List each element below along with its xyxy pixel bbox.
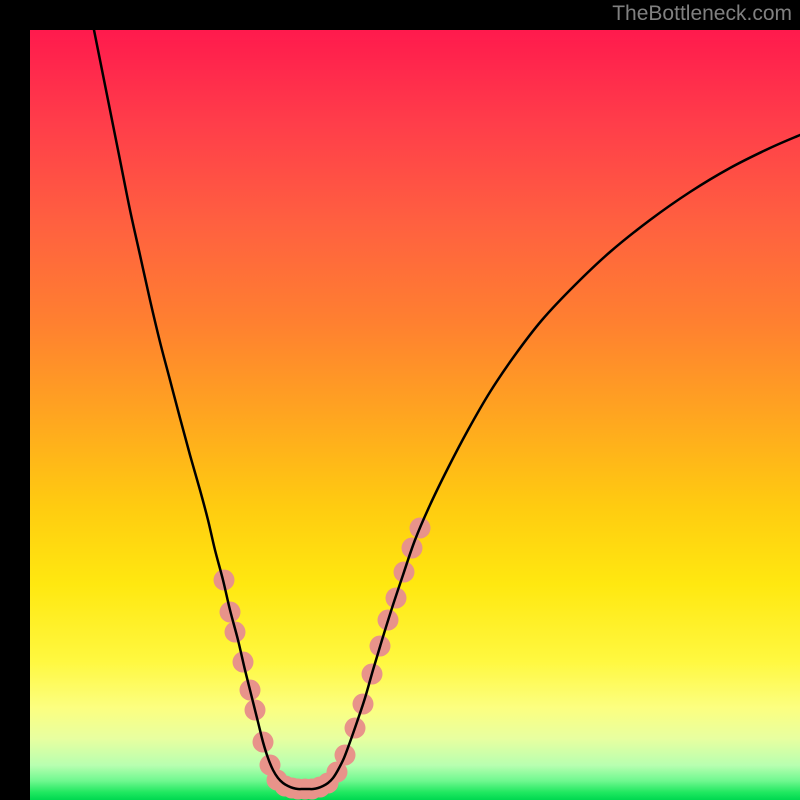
bottleneck-curve [90, 30, 800, 789]
watermark-text: TheBottleneck.com [612, 2, 792, 26]
curve-overlay [30, 30, 800, 800]
markers-group [214, 518, 431, 800]
chart-plot-area [30, 30, 800, 800]
